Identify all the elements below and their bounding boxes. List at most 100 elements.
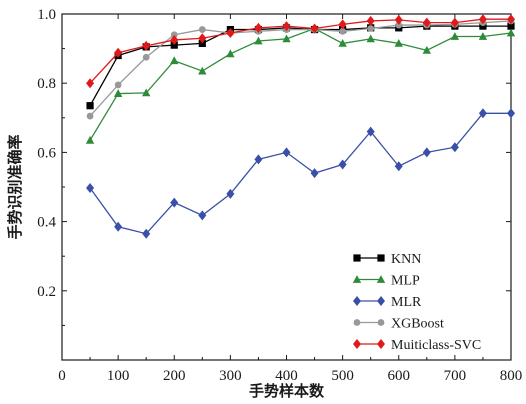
plot-frame — [61, 13, 512, 361]
series-line-mlp — [89, 27, 512, 141]
data-point-mlp — [226, 49, 235, 58]
x-tick-label: 800 — [500, 368, 523, 384]
data-point-xgboost — [86, 112, 94, 120]
legend-entry-xgboost: XGBoost — [353, 317, 444, 332]
x-tick-label: 0 — [58, 368, 66, 384]
data-point-xgboost — [198, 26, 206, 33]
data-point-muiticlass-svc — [282, 21, 291, 32]
x-tick-label: 500 — [331, 368, 354, 384]
x-tick-label: 200 — [163, 368, 186, 384]
data-point-mlr — [86, 183, 95, 194]
data-point-muiticlass-svc — [142, 40, 151, 51]
legend-label: Muiticlass-SVC — [391, 338, 481, 353]
legend-label: MLR — [391, 295, 422, 310]
legend-marker — [353, 319, 361, 326]
data-point-mlr — [198, 210, 207, 221]
data-point-mlp — [450, 32, 460, 40]
data-point-knn — [507, 22, 515, 30]
legend-marker — [353, 254, 361, 262]
data-point-mlr — [310, 168, 319, 179]
legend-marker — [352, 275, 362, 283]
data-point-muiticlass-svc — [366, 15, 375, 26]
y-axis-title: 手势识别准确率 — [6, 134, 24, 239]
data-point-muiticlass-svc — [338, 19, 347, 30]
data-point-mlr — [142, 228, 151, 239]
data-point-xgboost — [367, 25, 375, 32]
y-tick-label: 0.2 — [37, 284, 56, 300]
data-point-mlp — [282, 34, 291, 43]
data-point-muiticlass-svc — [198, 33, 207, 44]
data-point-mlr — [366, 126, 375, 137]
axes: 0 100 200 300 400 500 600 700 800 0.2 0.4 0.6 0.8 1.0 — [37, 7, 522, 384]
data-point-mlp — [338, 39, 347, 47]
data-point-xgboost — [170, 31, 178, 39]
x-tick-label: 700 — [444, 368, 467, 384]
data-point-mlr — [170, 197, 179, 208]
data-point-xgboost — [114, 81, 122, 89]
data-point-muiticlass-svc — [394, 14, 403, 25]
legend-marker — [353, 339, 361, 349]
legend-entry-mlr: MLR — [353, 295, 422, 310]
legend-entry-muiticlass-svc: Muiticlass-SVC — [353, 338, 481, 353]
data-point-mlp — [113, 89, 123, 97]
data-point-muiticlass-svc — [478, 14, 487, 25]
series-line-muiticlass-svc — [89, 18, 511, 84]
legend-entry-knn: KNN — [353, 252, 421, 267]
series-line-knn — [89, 25, 511, 107]
legend-marker — [377, 296, 385, 306]
data-point-mlr — [394, 161, 403, 172]
data-point-mlp — [422, 45, 432, 54]
data-point-mlp — [170, 56, 179, 65]
data-point-muiticlass-svc — [422, 17, 431, 28]
y-tick-label: 0.6 — [37, 145, 56, 161]
data-point-xgboost — [142, 53, 150, 61]
series-layer — [85, 14, 516, 239]
legend-marker — [377, 339, 385, 349]
series-mlp — [85, 24, 516, 144]
legend-label: MLP — [391, 274, 420, 289]
data-point-knn — [86, 102, 94, 110]
series-muiticlass-svc — [86, 14, 515, 89]
data-point-mlp — [85, 135, 95, 144]
data-point-mlr — [450, 142, 459, 153]
data-point-muiticlass-svc — [170, 34, 179, 45]
series-knn — [86, 22, 515, 110]
y-tick-label: 0.4 — [37, 215, 56, 231]
data-point-mlr — [282, 147, 291, 158]
data-point-mlp — [254, 36, 263, 45]
legend-marker — [377, 319, 385, 326]
x-axis-title: 手势样本数 — [249, 382, 325, 400]
legend-label: XGBoost — [391, 317, 444, 332]
data-point-mlr — [422, 147, 431, 158]
data-point-mlp — [506, 28, 516, 37]
data-point-mlr — [507, 108, 515, 119]
data-point-knn — [170, 41, 178, 49]
data-point-mlp — [478, 32, 488, 40]
y-tick-label: 1.0 — [37, 7, 56, 23]
legend-entry-mlp: MLP — [352, 274, 420, 289]
x-tick-label: 600 — [388, 368, 411, 384]
data-point-mlr — [478, 108, 487, 119]
legend-label: KNN — [391, 252, 421, 267]
x-tick-label: 300 — [219, 368, 242, 384]
data-point-mlp — [141, 88, 151, 97]
data-point-mlr — [114, 221, 123, 232]
legend-marker — [376, 275, 386, 283]
data-point-knn — [479, 22, 487, 30]
legend-marker — [377, 254, 385, 262]
data-point-muiticlass-svc — [86, 78, 95, 89]
data-point-mlr — [338, 159, 347, 170]
data-point-mlr — [226, 188, 235, 199]
data-point-muiticlass-svc — [226, 28, 235, 39]
data-point-muiticlass-svc — [254, 22, 263, 33]
data-point-mlp — [394, 39, 403, 47]
x-tick-label: 100 — [107, 368, 130, 384]
data-point-muiticlass-svc — [310, 23, 319, 34]
data-point-knn — [198, 39, 206, 48]
series-mlr — [86, 108, 515, 239]
data-point-mlp — [198, 66, 207, 75]
x-tick-label: 400 — [275, 368, 298, 384]
legend: KNN MLP MLR XGBoost Muiticlass-SVC — [352, 252, 481, 353]
data-point-muiticlass-svc — [507, 14, 515, 25]
